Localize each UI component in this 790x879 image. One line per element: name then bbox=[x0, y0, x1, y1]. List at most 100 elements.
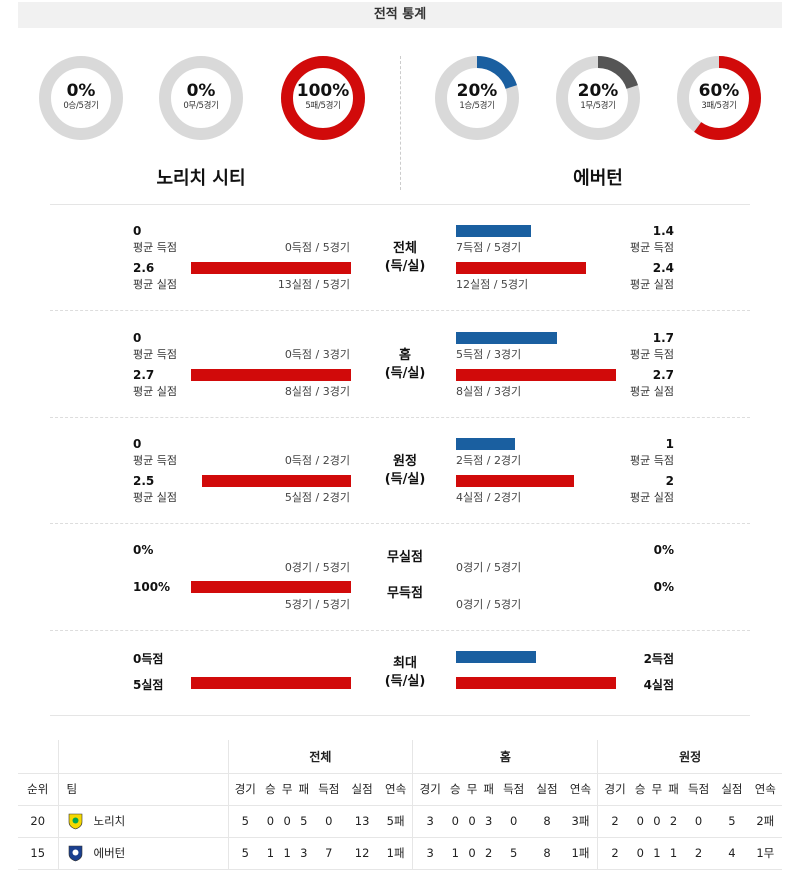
team-name[interactable]: 에버턴 bbox=[93, 845, 126, 860]
home-conceded-detail: 13실점 / 5경기 bbox=[277, 278, 350, 291]
sub-header: 득점 bbox=[681, 773, 716, 806]
sub-header: 경기 bbox=[412, 773, 447, 806]
stat-cell: 0 bbox=[312, 805, 346, 838]
away-avg-scored: 1 bbox=[665, 437, 674, 451]
team-cell[interactable]: 노리치 bbox=[57, 805, 228, 838]
stat-cell: 0 bbox=[463, 805, 481, 838]
donut-sub: 1무/5경기 bbox=[580, 101, 616, 111]
donut-arc bbox=[435, 56, 519, 140]
home-avg-scored: 0 bbox=[133, 437, 142, 451]
stat-cell: 1패 bbox=[378, 837, 413, 870]
away-failed-to-score-pct: 0% bbox=[653, 580, 674, 594]
sub-header: 패 bbox=[295, 773, 313, 806]
donut-ring bbox=[677, 56, 761, 140]
stat-cell: 8 bbox=[530, 837, 564, 870]
stat-cell: 0 bbox=[681, 805, 716, 838]
stat-cell: 1 bbox=[262, 837, 279, 870]
home-avg-conceded: 2.5 bbox=[133, 474, 155, 488]
away-avg-conceded-label: 평균 실점 bbox=[630, 491, 674, 504]
donut-sub: 3패/5경기 bbox=[701, 101, 737, 111]
stat-cell: 0 bbox=[262, 805, 279, 838]
stat-cell: 1 bbox=[648, 837, 666, 870]
stat-cell: 2패 bbox=[748, 805, 782, 838]
col-rank: 순위 bbox=[18, 773, 58, 806]
failed-to-score-label: 무득점 bbox=[387, 586, 423, 601]
team-divider bbox=[400, 56, 401, 190]
table-row[interactable]: 15 에버턴 5 1 1 3 7 12 1패 3 1 0 2 5 8 1패 2 0 1 1 2 4 1무 bbox=[18, 837, 782, 870]
sub-header: 실점 bbox=[715, 773, 749, 806]
sub-header: 연속 bbox=[378, 773, 413, 806]
group-header-home: 홈 bbox=[412, 740, 598, 774]
sub-header: 득점 bbox=[312, 773, 346, 806]
stat-cell: 3 bbox=[412, 805, 447, 838]
home-avg-scored: 0 bbox=[133, 224, 142, 238]
col-team: 팀 bbox=[57, 773, 228, 806]
home-avg-conceded-label: 평균 실점 bbox=[133, 278, 177, 291]
divider bbox=[50, 523, 750, 524]
stat-cell: 1무 bbox=[748, 837, 782, 870]
away-donut-0: 20% 1승/5경기 bbox=[434, 55, 520, 141]
stat-cell: 0 bbox=[631, 837, 649, 870]
stat-cell: 1 bbox=[665, 837, 682, 870]
stat-cell: 2 bbox=[597, 837, 632, 870]
home-avg-conceded-label: 평균 실점 bbox=[133, 491, 177, 504]
section-label: 원정 bbox=[393, 454, 417, 469]
home-failed-to-score-bar bbox=[191, 581, 351, 593]
home-scored-detail: 0득점 / 3경기 bbox=[284, 348, 350, 361]
away-clean-sheet-pct: 0% bbox=[653, 543, 674, 557]
away-conceded-bar bbox=[456, 369, 616, 381]
home-avg-conceded: 2.6 bbox=[133, 261, 155, 275]
stat-cell: 0 bbox=[278, 805, 296, 838]
stat-cell: 4 bbox=[715, 837, 749, 870]
table-row[interactable]: 20 노리치 5 0 0 5 0 13 5패 3 0 0 3 0 8 3패 2 0 0 2 0 5 2패 bbox=[18, 805, 782, 838]
away-avg-conceded: 2.7 bbox=[652, 368, 674, 382]
team-crest-icon bbox=[68, 845, 82, 861]
divider bbox=[50, 630, 750, 631]
stat-cell: 12 bbox=[345, 837, 379, 870]
donut-ring bbox=[39, 56, 123, 140]
away-avg-conceded: 2 bbox=[665, 474, 674, 488]
stat-cell: 8 bbox=[530, 805, 564, 838]
away-conceded-detail: 12실점 / 5경기 bbox=[456, 278, 529, 291]
away-max-scored: 2득점 bbox=[643, 652, 674, 666]
away-scored-bar bbox=[456, 332, 557, 344]
home-avg-scored: 0 bbox=[133, 331, 142, 345]
rank: 20 bbox=[18, 805, 58, 838]
section-label: 홈 bbox=[399, 348, 411, 363]
sub-header: 득점 bbox=[497, 773, 531, 806]
home-scored-detail: 0득점 / 2경기 bbox=[284, 454, 350, 467]
home-conceded-bar bbox=[202, 475, 351, 487]
donut-sub: 5패/5경기 bbox=[305, 101, 341, 111]
away-team-name: 에버턴 bbox=[573, 168, 623, 189]
home-scored-detail: 0득점 / 5경기 bbox=[284, 241, 350, 254]
stat-cell: 5 bbox=[295, 805, 313, 838]
stat-cell: 13 bbox=[345, 805, 379, 838]
max-sublabel: (득/실) bbox=[384, 674, 426, 689]
home-clean-sheet-detail: 0경기 / 5경기 bbox=[284, 561, 350, 574]
team-cell[interactable]: 에버턴 bbox=[57, 837, 228, 870]
home-failed-to-score-pct: 100% bbox=[133, 580, 171, 594]
donut-ring bbox=[281, 56, 365, 140]
team-name[interactable]: 노리치 bbox=[93, 813, 126, 828]
home-conceded-bar bbox=[191, 369, 351, 381]
team-crest-icon bbox=[68, 813, 82, 829]
sub-header: 패 bbox=[480, 773, 498, 806]
home-clean-sheet-pct: 0% bbox=[133, 543, 154, 557]
donut-pct: 100% bbox=[296, 81, 350, 101]
away-scored-detail: 2득점 / 2경기 bbox=[456, 454, 522, 467]
home-failed-to-score-detail: 5경기 / 5경기 bbox=[284, 598, 350, 611]
stat-cell: 3 bbox=[480, 805, 498, 838]
away-max-scored-bar bbox=[456, 651, 536, 663]
home-avg-scored-label: 평균 득점 bbox=[133, 454, 177, 467]
donut-sub: 0무/5경기 bbox=[183, 101, 219, 111]
sub-header: 연속 bbox=[748, 773, 782, 806]
sub-header: 승 bbox=[262, 773, 279, 806]
home-conceded-detail: 5실점 / 2경기 bbox=[284, 491, 350, 504]
home-conceded-bar bbox=[191, 262, 351, 274]
away-avg-conceded: 2.4 bbox=[652, 261, 674, 275]
stat-cell: 1 bbox=[278, 837, 296, 870]
home-max-conceded-bar bbox=[191, 677, 351, 689]
home-conceded-detail: 8실점 / 3경기 bbox=[284, 385, 350, 398]
donut-arc bbox=[556, 56, 640, 140]
stat-cell: 0 bbox=[497, 805, 531, 838]
